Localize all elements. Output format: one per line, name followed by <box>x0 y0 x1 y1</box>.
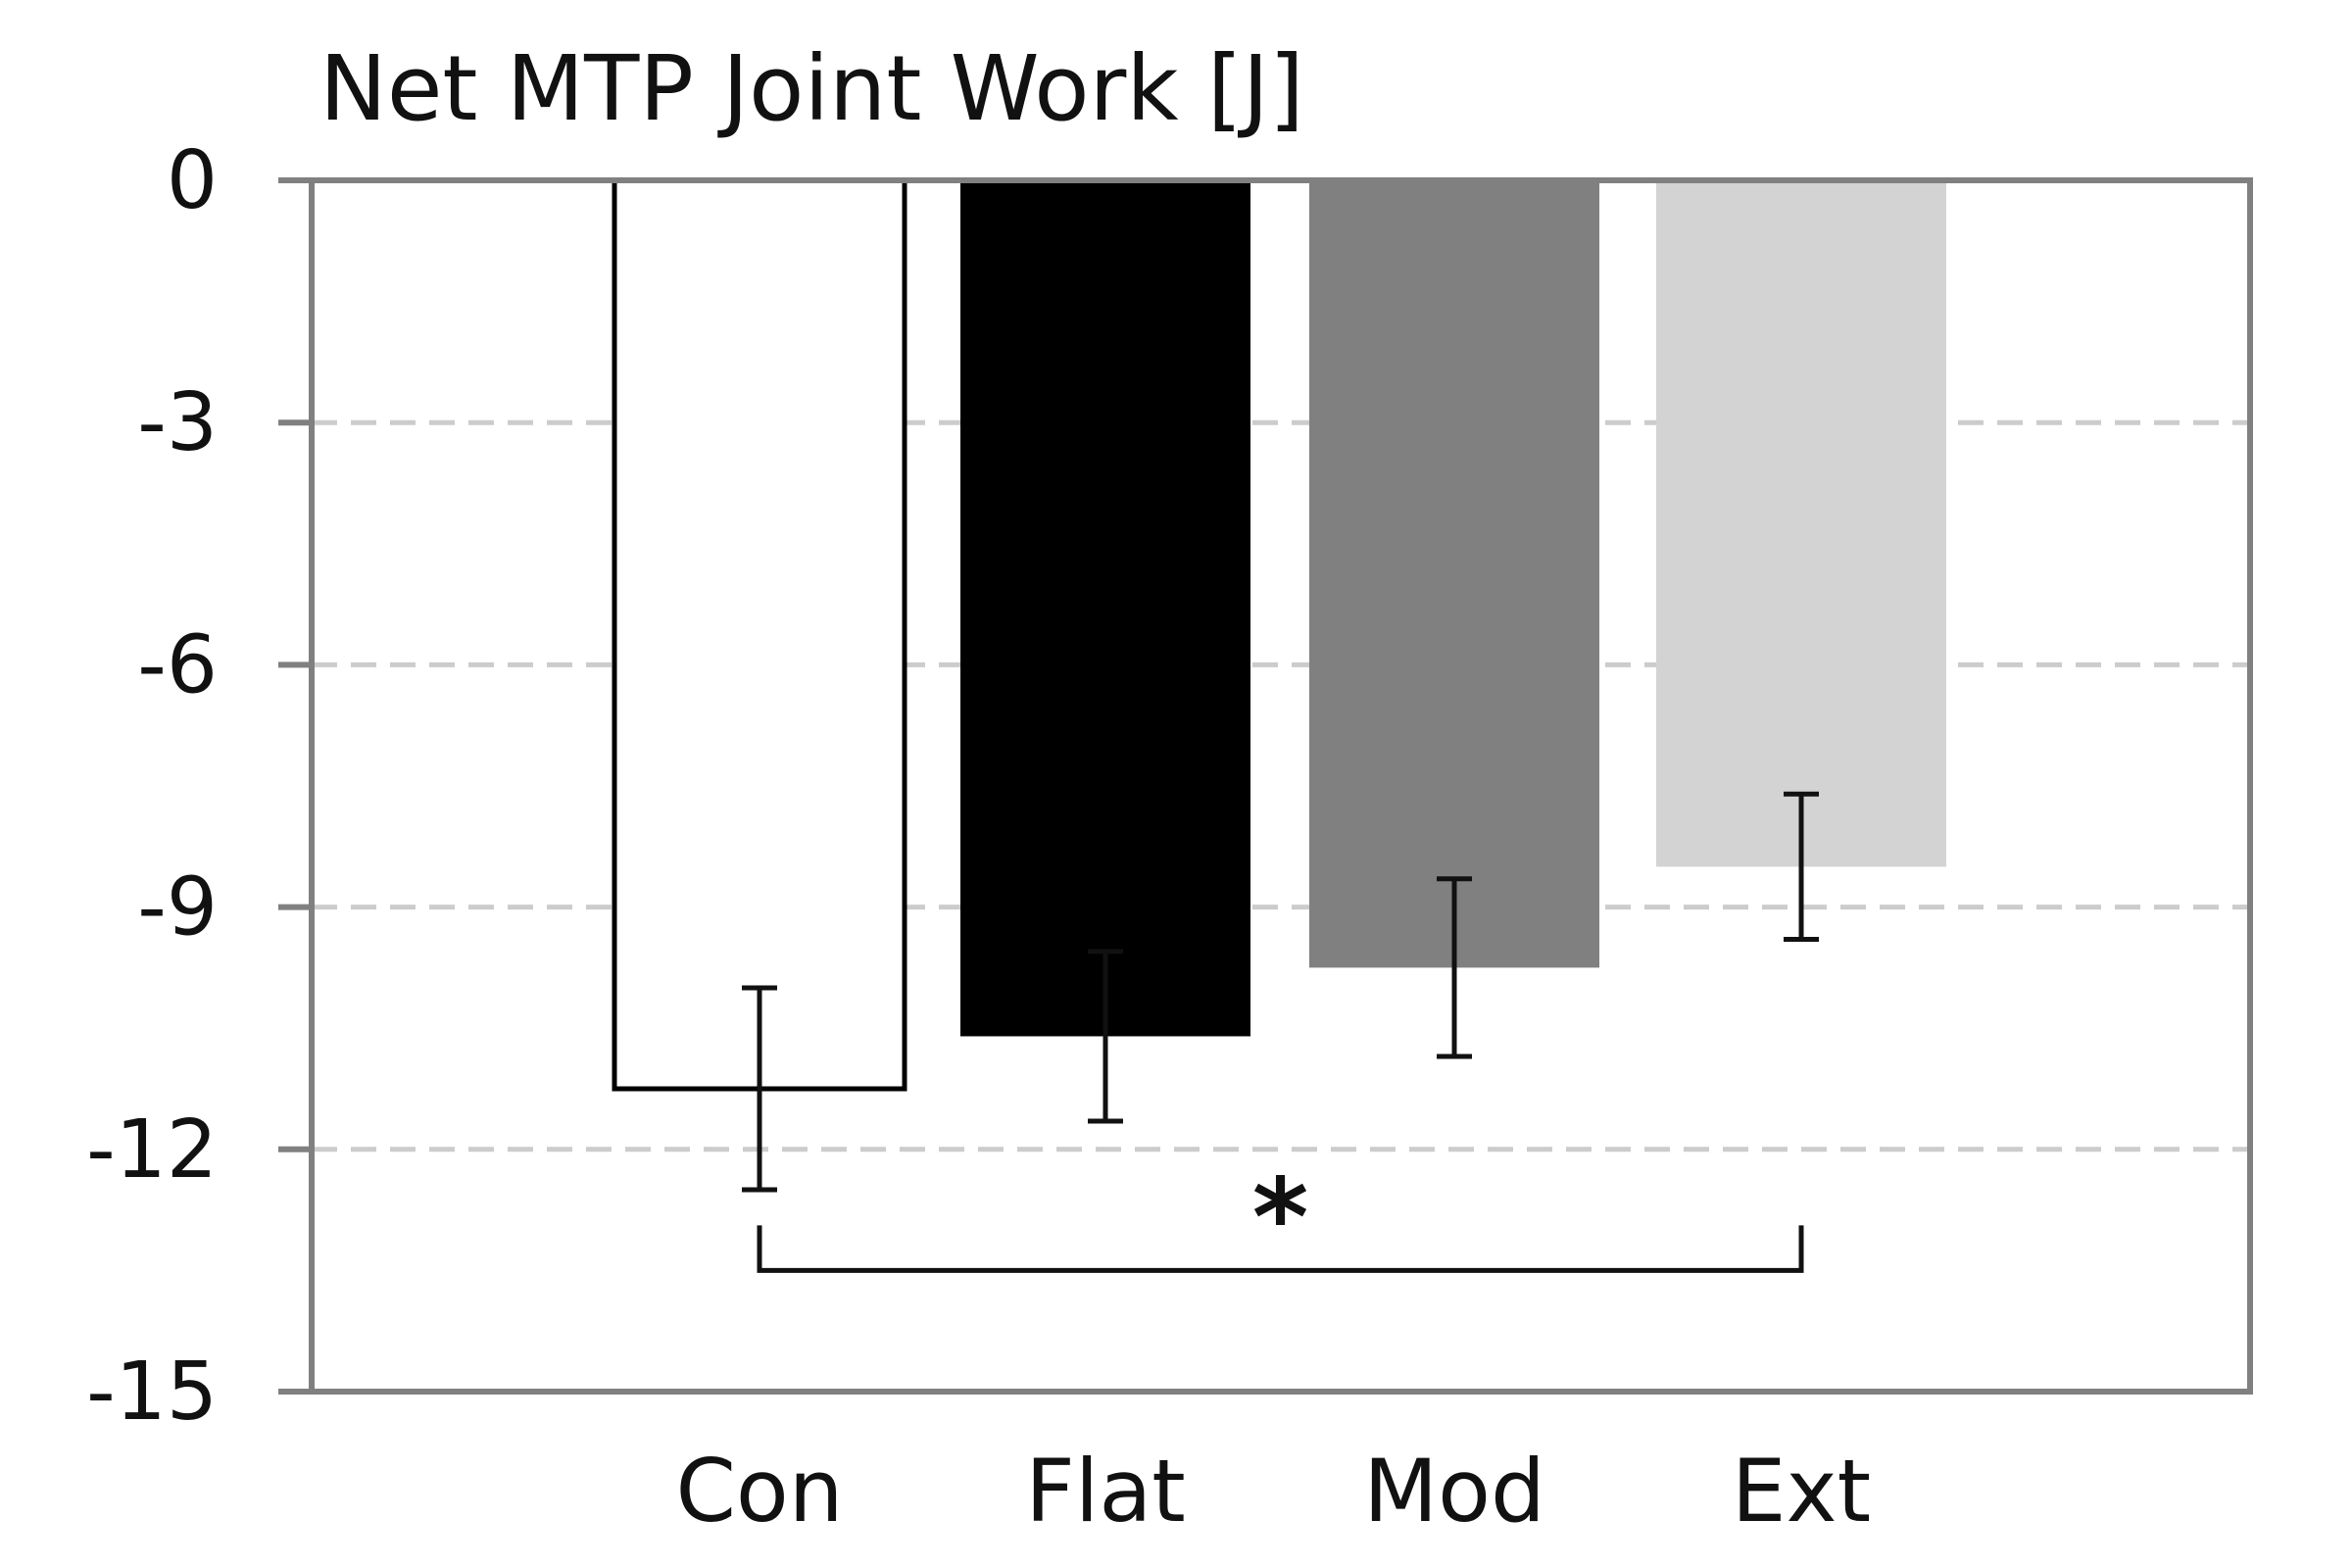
x-label-con: Con <box>675 1441 843 1542</box>
x-label-mod: Mod <box>1363 1441 1545 1542</box>
y-tick-label-1: -3 <box>137 376 218 469</box>
error-bars <box>742 791 1819 1193</box>
bar-mod <box>1309 180 1599 968</box>
y-axis-ticks: 0 -3 -6 -9 -12 -15 <box>86 134 312 1439</box>
grid-lines <box>312 419 2250 1152</box>
plot-frame <box>309 177 2253 1395</box>
bar-con <box>612 177 907 1092</box>
y-tick-label-4: -12 <box>86 1103 218 1197</box>
x-label-flat: Flat <box>1025 1441 1186 1542</box>
significance-bracket-line <box>757 1225 1804 1273</box>
x-axis-labels: Con Flat Mod Ext <box>675 1441 1871 1542</box>
plot-frame-rect <box>309 177 2253 1395</box>
significance-bracket: * <box>757 1154 1804 1280</box>
bar-ext <box>1656 180 1946 867</box>
y-tick-label-2: -6 <box>137 618 218 711</box>
y-tick-label-5: -15 <box>86 1346 218 1439</box>
bars <box>612 177 1946 1092</box>
x-label-ext: Ext <box>1732 1441 1871 1542</box>
y-tick-label-0: 0 <box>167 134 218 227</box>
significance-star: * <box>1252 1154 1309 1280</box>
y-tick-label-3: -9 <box>137 861 218 955</box>
chart-title: Net MTP Joint Work [J] <box>319 36 1304 141</box>
bar-flat <box>960 180 1250 1037</box>
